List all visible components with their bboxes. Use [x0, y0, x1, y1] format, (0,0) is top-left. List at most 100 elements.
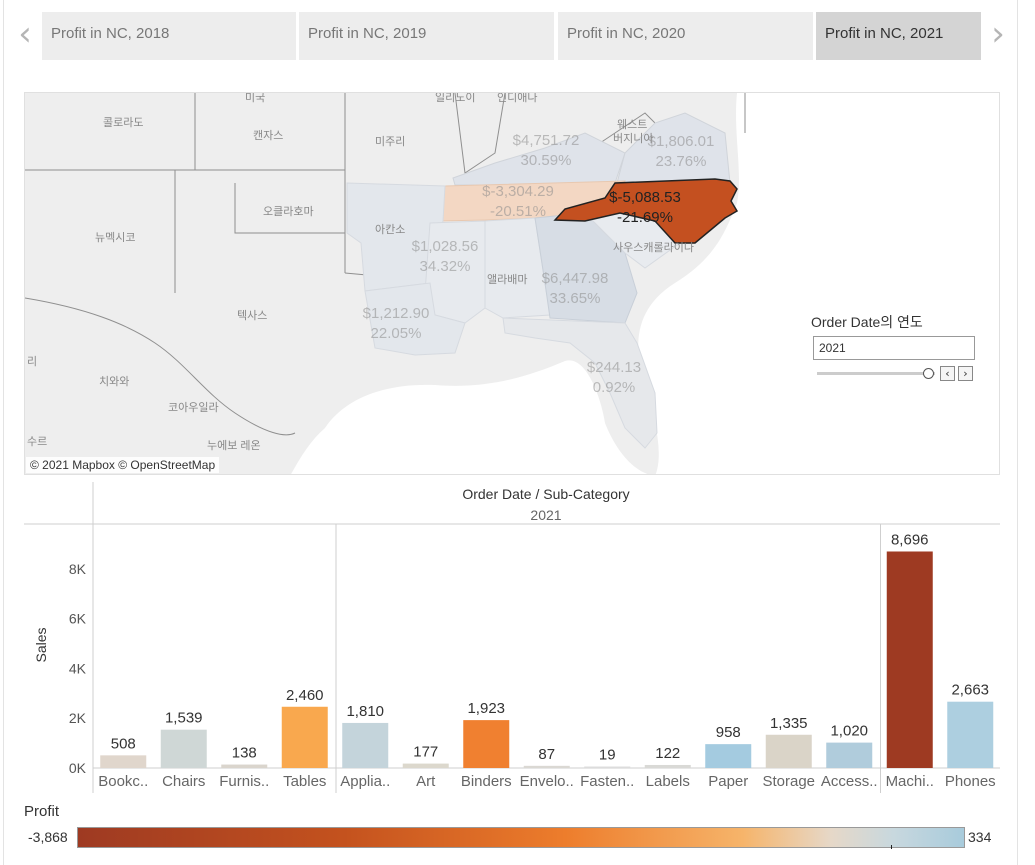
state-ratio: 33.65% — [549, 290, 601, 307]
bar-value-label: 122 — [655, 745, 680, 762]
place-label: 미국 — [245, 92, 266, 104]
bar[interactable] — [463, 720, 510, 768]
x-tick-label: Tables — [283, 773, 326, 790]
bar[interactable] — [221, 764, 268, 768]
x-tick-label: Binders — [461, 773, 512, 790]
year-next-button[interactable]: › — [958, 366, 973, 381]
state-ratio: 23.76% — [655, 153, 707, 170]
bar-value-label: 138 — [232, 745, 257, 762]
place-label: 앨라배마 — [487, 274, 528, 286]
bar[interactable] — [402, 763, 449, 768]
tab-profit-2018[interactable]: Profit in NC, 2018 — [42, 12, 296, 60]
place-label: 웨스트 — [617, 119, 648, 131]
left-edge-divider — [3, 0, 4, 865]
state-label-georgia: $6,447.98 33.65% — [542, 269, 609, 309]
bar[interactable] — [705, 744, 752, 768]
y-tick-label: 0K — [69, 760, 87, 776]
bar-value-label: 1,335 — [770, 715, 808, 732]
state-ratio: 34.32% — [419, 258, 471, 275]
border-line — [234, 183, 345, 234]
x-tick-label: Fasten.. — [580, 773, 634, 790]
place-label: 수르 — [27, 436, 48, 448]
place-label: 일리노이 — [435, 92, 476, 104]
place-label: 사우스캐롤라이나 — [613, 242, 694, 254]
bar[interactable] — [826, 742, 873, 768]
place-label: 누에보 레온 — [207, 440, 261, 452]
bar[interactable] — [584, 766, 631, 769]
year-slider-track[interactable] — [817, 372, 935, 375]
place-label: 인디애나 — [497, 92, 538, 104]
border-line — [25, 297, 296, 436]
bar[interactable] — [100, 755, 147, 768]
bar-value-label: 1,810 — [346, 703, 384, 720]
state-florida — [502, 317, 658, 449]
bar[interactable] — [886, 551, 933, 768]
bar[interactable] — [160, 729, 207, 768]
bar-value-label: 2,460 — [286, 687, 324, 704]
state-ratio: 22.05% — [370, 325, 422, 342]
chevron-right-icon[interactable]: › — [991, 14, 1005, 54]
bar[interactable] — [281, 706, 328, 768]
bar-value-label: 958 — [716, 724, 741, 741]
chart-subtitle: 2021 — [530, 507, 561, 523]
tab-profit-2019[interactable]: Profit in NC, 2019 — [299, 12, 554, 60]
y-tick-label: 4K — [69, 660, 87, 676]
bar-value-label: 87 — [538, 746, 555, 763]
place-label: 미주리 — [375, 136, 406, 148]
state-north-carolina — [553, 178, 739, 244]
state-profit: $-3,304.29 — [482, 183, 554, 200]
map-attribution[interactable]: © 2021 Mapbox © OpenStreetMap — [26, 457, 220, 473]
place-label: 텍사스 — [237, 310, 268, 322]
x-tick-label: Phones — [945, 773, 996, 790]
x-tick-label: Applia.. — [340, 773, 390, 790]
state-profit: $1,028.56 — [411, 238, 479, 255]
bar[interactable] — [342, 722, 389, 768]
year-filter-input[interactable]: 2021 — [813, 336, 975, 360]
state-label-tennessee: $-3,304.29 -20.51% — [482, 182, 554, 222]
year-filter-title: Order Date의 연도 — [811, 314, 923, 330]
state-ratio: -20.51% — [490, 203, 546, 220]
state-label-virginia: $1,806.01 23.76% — [648, 132, 715, 172]
border-line — [454, 93, 506, 174]
bar[interactable] — [523, 765, 570, 768]
right-edge-divider — [1017, 0, 1018, 865]
x-tick-label: Bookc.. — [98, 773, 148, 790]
gulf-of-mexico — [291, 360, 648, 474]
state-profit: $6,447.98 — [541, 270, 609, 287]
profit-map[interactable]: 미국 콜로라도 캔자스 미주리 일리노이 인디애나 웨스트 버지니아 오클라호마… — [24, 92, 1000, 475]
bar-value-label: 2,663 — [951, 682, 989, 699]
legend-max: 334 — [968, 829, 992, 845]
bar-value-label: 1,539 — [165, 710, 203, 727]
legend-min: -3,868 — [28, 829, 68, 845]
map-canvas — [25, 93, 999, 474]
state-label-louisiana: $1,212.90 22.05% — [363, 304, 430, 344]
place-label: 콜로라도 — [103, 117, 144, 129]
atlantic-ocean — [638, 93, 999, 474]
bar[interactable] — [644, 764, 691, 768]
x-tick-label: Labels — [646, 773, 690, 790]
x-tick-label: Chairs — [162, 773, 205, 790]
bar[interactable] — [947, 701, 994, 768]
year-slider-thumb[interactable] — [923, 368, 934, 379]
place-label: 리 — [27, 356, 38, 368]
tab-profit-2021[interactable]: Profit in NC, 2021 — [816, 12, 981, 60]
x-tick-label: Machi.. — [886, 773, 934, 790]
place-label: 캔자스 — [253, 130, 284, 142]
place-label: 아칸소 — [375, 224, 406, 236]
y-tick-label: 6K — [69, 611, 87, 627]
place-label: 뉴멕시코 — [95, 232, 136, 244]
state-ratio: -21.69% — [617, 209, 673, 226]
year-prev-button[interactable]: ‹ — [940, 366, 955, 381]
bar-value-label: 1,020 — [830, 723, 868, 740]
state-profit: $244.13 — [586, 359, 642, 376]
tab-profit-2020[interactable]: Profit in NC, 2020 — [558, 12, 813, 60]
legend-zero-tick — [891, 845, 892, 849]
state-ratio: 0.92% — [592, 379, 636, 396]
state-label-florida: $244.13 0.92% — [587, 358, 641, 398]
chevron-left-icon[interactable]: ‹ — [18, 14, 32, 54]
bar-value-label: 508 — [111, 735, 136, 752]
state-profit: $-5,088.53 — [609, 189, 681, 206]
x-tick-label: Furnis.. — [219, 773, 269, 790]
state-label-arkansas: $1,028.56 34.32% — [412, 237, 479, 277]
bar[interactable] — [765, 734, 812, 768]
